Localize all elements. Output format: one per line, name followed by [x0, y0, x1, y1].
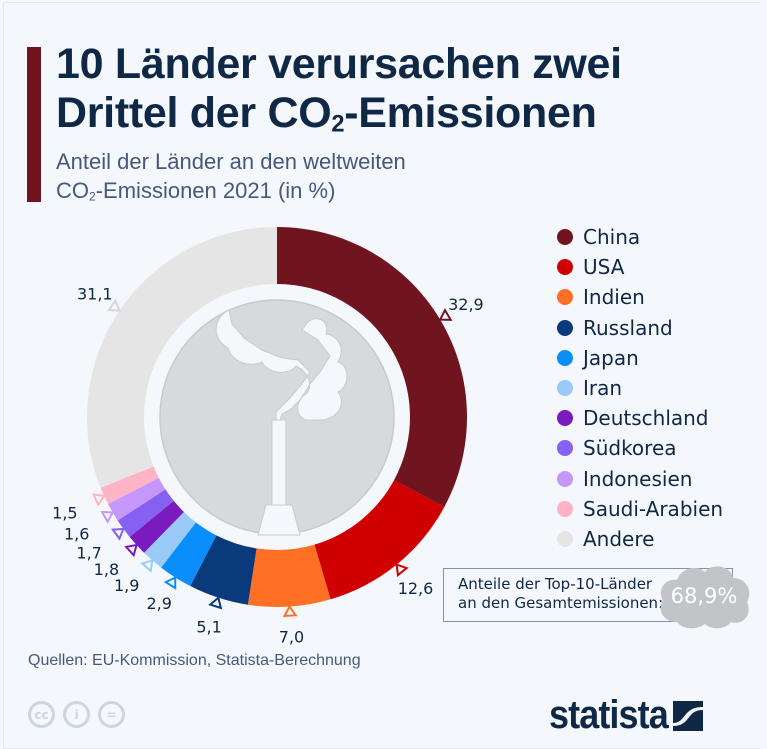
data-label-usa: 12,6 — [398, 579, 434, 598]
subtitle-subscript: 2 — [89, 189, 96, 204]
smoke-cloud-cutout — [215, 309, 348, 501]
legend-item-indonesien[interactable]: Indonesien — [557, 464, 723, 494]
legend-item-china[interactable]: China — [557, 222, 723, 252]
source-text: Quellen: EU-Kommission, Statista-Berechn… — [28, 652, 361, 669]
legend-swatch — [557, 259, 573, 276]
legend-item-russland[interactable]: Russland — [557, 313, 723, 343]
slice-marker — [107, 298, 122, 312]
license-icons: cc i = — [28, 701, 125, 728]
chart-subtitle: Anteil der Länder an den weltweiten CO2-… — [56, 147, 406, 211]
legend-swatch — [557, 349, 573, 366]
slice-marker — [91, 493, 106, 507]
title-subscript: 2 — [331, 111, 345, 138]
legend-label: Südkorea — [583, 436, 677, 461]
legend-swatch — [557, 319, 573, 336]
legend-swatch — [557, 229, 573, 246]
legend-swatch — [557, 500, 573, 517]
legend-label: USA — [583, 255, 625, 280]
legend-label: Indonesien — [583, 466, 693, 491]
cloud-icon — [660, 566, 750, 629]
data-label-china: 32,9 — [448, 295, 484, 314]
data-label-saudi-arabien: 1,5 — [52, 503, 77, 522]
legend: China USA Indien Russland Japan Iran Deutschla… — [557, 222, 723, 554]
donut-slice-japan[interactable] — [161, 522, 217, 587]
legend-label: Iran — [583, 376, 623, 401]
slice-marker — [438, 308, 453, 321]
donut-slice-china[interactable] — [277, 227, 468, 508]
legend-swatch — [557, 440, 573, 457]
donut-slice-usa[interactable] — [314, 480, 445, 600]
legend-item-iran[interactable]: Iran — [557, 373, 723, 403]
legend-swatch — [557, 470, 573, 487]
chimney — [271, 419, 287, 511]
slice-labels: 32,9 12,6 7,0 5,1 2,9 1,91,81,71,6 1,5 31,1 — [52, 285, 484, 647]
legend-item-saudi-arabien[interactable]: Saudi-Arabien — [557, 494, 723, 524]
statista-logo[interactable]: statista — [549, 693, 704, 738]
chart-title: 10 Länder verursachen zwei Drittel der C… — [56, 40, 622, 150]
title-line-2-end: -Emissionen — [344, 89, 597, 137]
data-label-deutschland: 1,8 — [94, 560, 119, 579]
legend-label: Indien — [583, 285, 645, 310]
legend-label: Saudi-Arabien — [583, 496, 724, 521]
slice-marker — [163, 575, 177, 590]
data-label-indonesien: 1,6 — [64, 524, 89, 543]
legend-swatch — [557, 289, 573, 306]
subtitle-line-1: Anteil der Länder an den weltweiten — [56, 149, 406, 174]
chimney-base — [257, 504, 301, 536]
legend-label: Russland — [583, 315, 673, 340]
legend-swatch — [557, 380, 573, 397]
legend-swatch — [557, 530, 573, 547]
data-label-japan: 2,9 — [146, 594, 171, 613]
summary-line-2: an den Gesamtemissionen: — [458, 594, 664, 612]
legend-label: Japan — [583, 345, 639, 370]
slice-marker — [110, 527, 125, 541]
legend-item-indien[interactable]: Indien — [557, 282, 723, 312]
legend-item-deutschland[interactable]: Deutschland — [557, 403, 723, 433]
data-label-s-dkorea: 1,7 — [76, 543, 101, 562]
donut-slice-russland[interactable] — [190, 535, 257, 605]
data-label-russland: 5,1 — [196, 617, 221, 636]
slice-marker — [140, 558, 154, 573]
summary-text: Anteile der Top-10-Länder an den Gesamte… — [458, 575, 663, 613]
summary-value: 68,9% — [670, 584, 738, 608]
legend-label: China — [583, 225, 641, 250]
slice-marker — [124, 543, 138, 558]
title-line-2: Drittel der CO — [56, 89, 332, 137]
legend-swatch — [557, 410, 573, 427]
donut-slice-iran[interactable] — [144, 511, 196, 568]
title-accent-bar — [27, 47, 41, 202]
slice-marker — [208, 595, 223, 610]
donut-slice-indonesien[interactable] — [108, 477, 166, 521]
summary-line-1: Anteile der Top-10-Länder — [458, 575, 653, 593]
subtitle-line-2: CO — [56, 178, 89, 203]
slice-marker — [100, 510, 115, 524]
donut-slice-s-dkorea[interactable] — [117, 489, 174, 537]
cc-icon[interactable]: cc — [28, 701, 55, 728]
title-line-1: 10 Länder verursachen zwei — [56, 40, 622, 88]
donut-slices — [86, 227, 468, 607]
slice-markers — [91, 298, 453, 618]
data-label-iran: 1,9 — [114, 576, 139, 595]
legend-label: Deutschland — [583, 406, 709, 431]
legend-item-andere[interactable]: Andere — [557, 524, 723, 554]
legend-item-japan[interactable]: Japan — [557, 343, 723, 373]
donut-slice-deutschland[interactable] — [129, 500, 184, 553]
donut-slice-andere[interactable] — [86, 227, 277, 488]
legend-label: Andere — [583, 526, 655, 551]
slice-marker — [282, 604, 298, 618]
attribution-icon[interactable]: i — [63, 701, 90, 728]
donut-slice-indien[interactable] — [247, 544, 331, 607]
legend-item-s-dkorea[interactable]: Südkorea — [557, 433, 723, 463]
slice-marker — [395, 563, 409, 578]
factory-smoke-icon — [159, 299, 395, 536]
data-label-indien: 7,0 — [279, 628, 304, 647]
no-derivatives-icon[interactable]: = — [98, 701, 125, 728]
statista-wordmark: statista — [549, 693, 669, 737]
legend-item-usa[interactable]: USA — [557, 252, 723, 282]
donut-slice-saudi-arabien[interactable] — [100, 466, 159, 504]
data-label-andere: 31,1 — [77, 285, 113, 304]
subtitle-line-2-end: -Emissionen 2021 (in %) — [95, 178, 336, 203]
statista-mark-icon — [673, 700, 704, 731]
